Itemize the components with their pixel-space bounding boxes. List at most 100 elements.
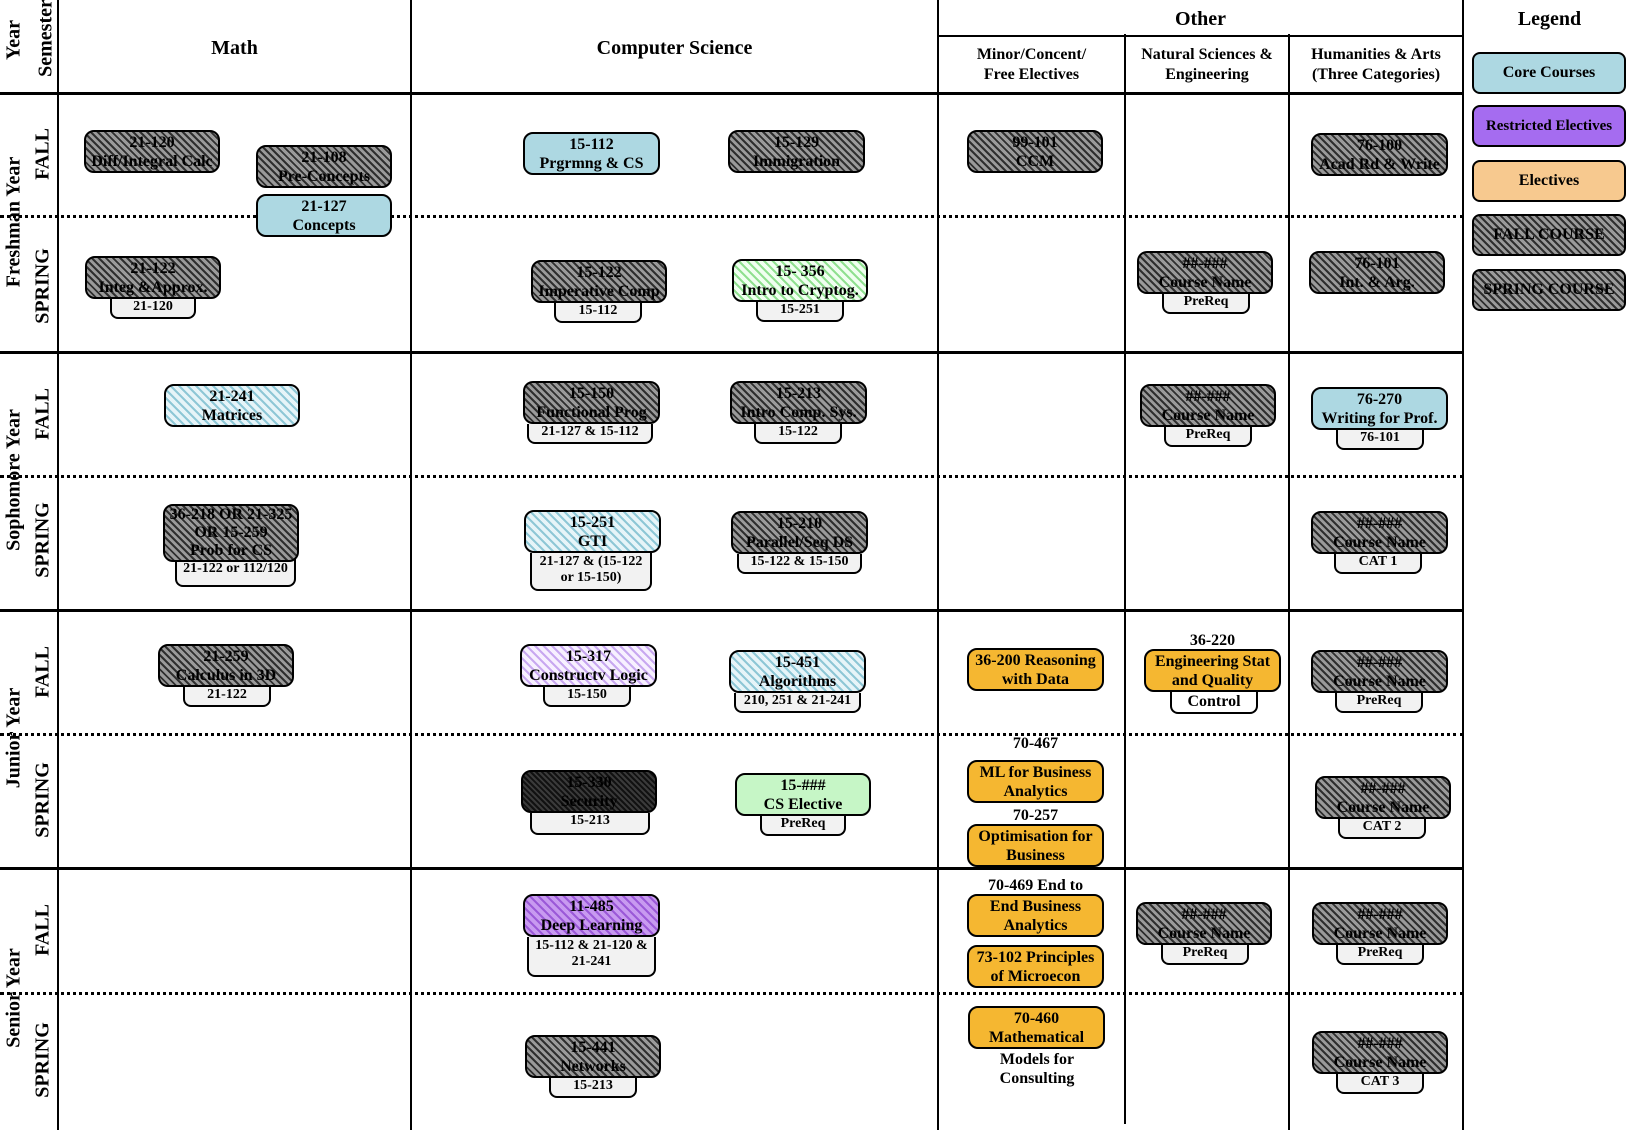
course-15-441[interactable]: 15-441 Networks	[525, 1035, 661, 1078]
course-title: Immigration	[752, 152, 841, 170]
course-title-continued: Models for Consulting	[962, 1050, 1112, 1088]
course-15-251[interactable]: 15-251 GTI	[524, 510, 661, 553]
course-number: ##-###	[1360, 779, 1406, 797]
course-15-150[interactable]: 15-150 Functional Prog	[523, 381, 660, 424]
course-title-line2: Models for	[999, 1051, 1075, 1068]
course-natural-sciences[interactable]: ##-### Course Name	[1136, 902, 1272, 945]
course-70-467[interactable]: ML for Business Analytics	[967, 760, 1104, 803]
course-number: 36-218 OR 21-325	[169, 506, 293, 523]
course-number: 76-100	[1356, 136, 1403, 154]
course-36-200[interactable]: 36-200 Reasoning with Data	[967, 648, 1104, 691]
grid-line	[0, 215, 1464, 218]
semester-fall: FALL	[31, 904, 54, 956]
course-21-120[interactable]: 21-120 Diff/Integral Calc	[84, 130, 220, 173]
semester-fall: FALL	[31, 646, 54, 698]
course-title: Calculus in 3D	[175, 666, 277, 684]
course-title: Constructv Logic	[529, 666, 648, 684]
course-36-220[interactable]: Engineering Stat and Quality	[1144, 649, 1281, 692]
course-15-cs-elective[interactable]: 15-### CS Elective	[735, 773, 871, 816]
course-70-469[interactable]: End Business Analytics	[967, 894, 1104, 937]
course-21-241[interactable]: 21-241 Matrices	[164, 384, 300, 427]
course-21-122[interactable]: 21-122 Integ &Approx.	[85, 256, 221, 299]
course-title-line1: 36-200 Reasoning	[975, 651, 1096, 669]
legend-title: Legend	[1517, 8, 1582, 30]
course-number-70-469: 70-469 End to	[987, 877, 1084, 894]
course-humanities-cat1[interactable]: ##-### Course Name	[1311, 511, 1448, 554]
course-humanities-cat3[interactable]: ##-### Course Name	[1312, 1031, 1448, 1074]
course-title: Course Name	[1333, 533, 1426, 551]
course-70-257[interactable]: Optimisation for Business	[967, 824, 1104, 867]
course-21-127[interactable]: 21-127 Concepts	[256, 194, 392, 237]
course-humanities[interactable]: ##-### Course Name	[1311, 650, 1448, 693]
course-15-210[interactable]: 15-210 Parallel/Seq DS	[731, 511, 868, 554]
prerequisite: 15-251	[756, 302, 844, 322]
grid-line	[0, 475, 1464, 478]
course-15-330[interactable]: 15-330 Security	[521, 770, 657, 813]
course-title: Writing for Prof.	[1321, 409, 1438, 427]
year-sophomore: Sophomore Year	[2, 409, 25, 551]
course-number: ##-###	[1356, 653, 1403, 671]
course-title: Intro Comp. Sys.	[740, 403, 857, 421]
prerequisite: 15-122 & 15-150	[737, 554, 862, 574]
course-15-317[interactable]: 15-317 Constructv Logic	[520, 644, 657, 687]
header-minor-line1: Minor/Concent/	[976, 46, 1087, 63]
course-number: 15-451	[774, 653, 821, 671]
course-15-451[interactable]: 15-451 Algorithms	[729, 650, 866, 693]
course-title: Deep Learning	[540, 916, 643, 934]
grid-line	[937, 0, 939, 1130]
grid-line	[410, 0, 412, 1130]
prerequisite: 21-122	[183, 687, 271, 707]
course-natural-sciences[interactable]: ##-### Course Name	[1140, 384, 1276, 427]
course-99-101[interactable]: 99-101 CCM	[967, 130, 1103, 173]
course-number: 21-127	[301, 197, 347, 215]
course-number: 21-259	[203, 647, 249, 665]
prerequisite: PreReq	[1336, 945, 1424, 965]
course-15-122[interactable]: 15-122 Imperative Comp	[531, 260, 667, 303]
course-title-line2: Analytics	[1003, 782, 1068, 800]
course-15-213[interactable]: 15-213 Intro Comp. Sys.	[730, 381, 867, 424]
course-number: 15-112	[569, 135, 614, 153]
course-76-100[interactable]: 76-100 Acad Rd & Write	[1311, 133, 1448, 176]
legend-spring-course: SPRING COURSE	[1472, 269, 1626, 311]
grid-line	[57, 0, 59, 1130]
prerequisite: 15-213	[549, 1078, 637, 1098]
course-title: Intro to Cryptog.	[741, 281, 859, 299]
course-title: Algorithms	[758, 672, 837, 690]
course-number-70-257: 70-257	[1012, 807, 1059, 824]
grid-line	[937, 35, 1464, 37]
header-other: Other	[1174, 8, 1227, 30]
header-natural-line2: Engineering	[1165, 66, 1249, 83]
course-title: Imperative Comp	[538, 282, 660, 300]
grid-line	[0, 351, 1464, 354]
header-humanities: Humanities & Arts (Three Categories)	[1290, 45, 1462, 85]
course-number-70-467: 70-467	[1012, 735, 1059, 752]
course-title-line2: with Data	[1001, 670, 1070, 688]
course-11-485[interactable]: 11-485 Deep Learning	[523, 894, 660, 937]
course-title: Matrices	[201, 406, 263, 424]
course-76-270[interactable]: 76-270 Writing for Prof.	[1311, 387, 1448, 430]
course-36-218[interactable]: 36-218 OR 21-325 OR 15-259 Prob for CS	[163, 504, 299, 562]
grid-line	[0, 609, 1464, 612]
course-21-108[interactable]: 21-108 Pre-Concepts	[256, 145, 392, 188]
course-title: Pre-Concepts	[277, 167, 371, 185]
course-15-129[interactable]: 15-129 Immigration	[728, 130, 865, 173]
legend-restricted-electives: Restricted Electives	[1472, 105, 1626, 147]
course-title-line1: 73-102 Principles	[976, 948, 1095, 966]
course-number: 21-120	[129, 133, 175, 151]
course-21-259[interactable]: 21-259 Calculus in 3D	[158, 644, 294, 687]
header-natural-line1: Natural Sciences &	[1141, 46, 1273, 63]
course-76-101[interactable]: 76-101 Int. & Arg.	[1309, 251, 1445, 294]
course-humanities[interactable]: ##-### Course Name	[1312, 902, 1448, 945]
course-natural-sciences[interactable]: ##-### Course Name	[1137, 251, 1273, 294]
course-number: 15-###	[780, 776, 826, 794]
course-title: Course Name	[1158, 273, 1252, 291]
prerequisite: PreReq	[760, 816, 846, 836]
course-humanities-cat2[interactable]: ##-### Course Name	[1315, 776, 1451, 819]
course-15-356[interactable]: 15- 356 Intro to Cryptog.	[732, 259, 868, 302]
grid-line	[1462, 0, 1464, 1130]
course-15-112[interactable]: 15-112 Prgrmng & CS	[523, 132, 660, 175]
course-70-460[interactable]: 70-460 Mathematical	[968, 1006, 1105, 1049]
header-minor-line2: Free Electives	[983, 66, 1080, 83]
course-title-line1: Mathematical	[988, 1028, 1085, 1046]
course-73-102[interactable]: 73-102 Principles of Microecon	[967, 945, 1104, 988]
